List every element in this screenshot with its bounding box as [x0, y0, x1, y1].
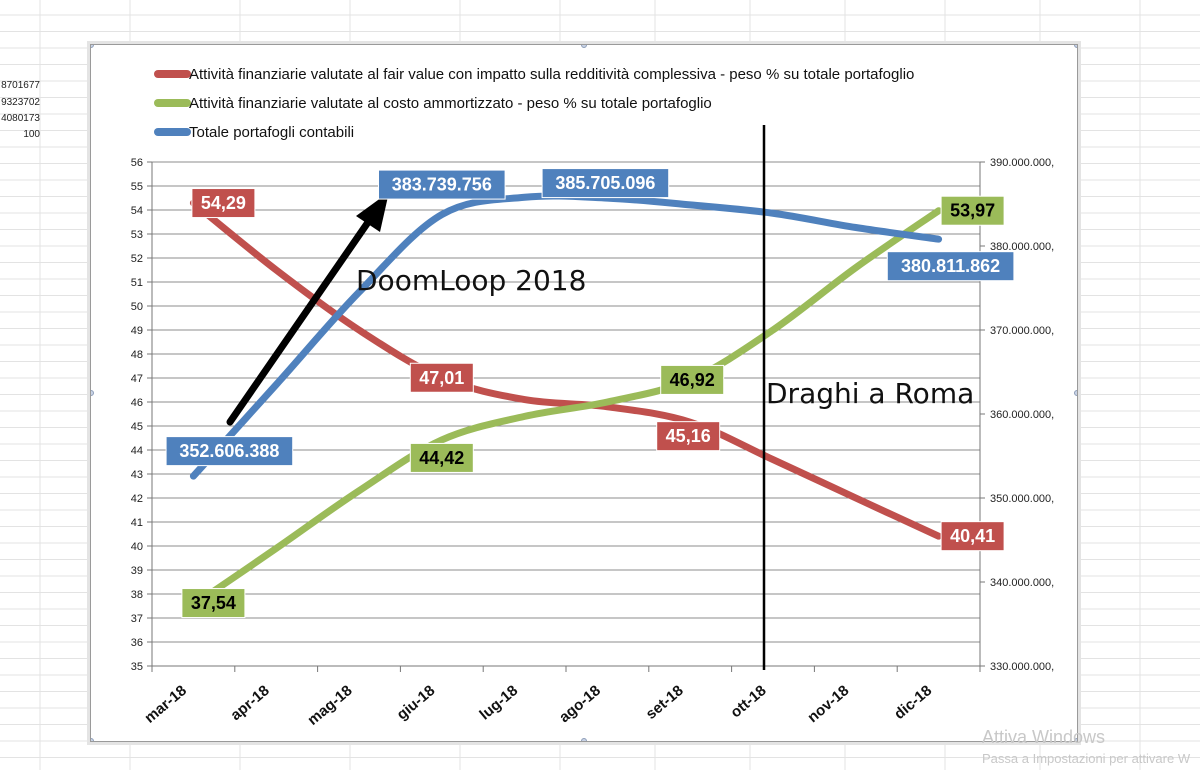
data-label-box — [378, 169, 506, 200]
y-tick-label: 45 — [131, 421, 143, 433]
annotation-doomloop: DoomLoop 2018 — [356, 264, 586, 297]
resize-handle — [91, 390, 94, 396]
annotations: DoomLoop 2018 Draghi a Roma — [226, 125, 974, 670]
data-labels: 54,29 47,01 45,16 40,41 37,54 44,42 46,92 53,97… — [91, 45, 1077, 741]
x-tick-label: ago-18 — [556, 682, 604, 726]
y-tick-label: 39 — [131, 565, 143, 577]
y2-tick-label: 370.000.000, — [990, 325, 1054, 337]
cell-value[interactable]: 100 — [23, 129, 40, 140]
y-tick-label: 41 — [131, 517, 143, 529]
resize-handle — [91, 738, 94, 741]
y-tick-label: 51 — [131, 277, 143, 289]
x-tick-label: apr-18 — [227, 682, 272, 724]
resize-handle — [91, 45, 94, 48]
y-tick-label: 46 — [131, 397, 143, 409]
trend-arrow — [226, 211, 377, 426]
y-tick-label: 43 — [131, 469, 143, 481]
resize-handle — [581, 45, 587, 48]
y-tick-label: 50 — [131, 301, 143, 313]
x-tick-label: ott-18 — [727, 682, 769, 721]
y2-tick-label: 350.000.000, — [990, 493, 1054, 505]
y2-tick-label: 340.000.000, — [990, 577, 1054, 589]
data-label-box — [409, 362, 474, 393]
y-tick-label: 49 — [131, 325, 143, 337]
data-label-box — [191, 188, 256, 219]
y-tick-label: 47 — [131, 373, 143, 385]
data-label: 44,42 — [419, 448, 464, 468]
series-line — [189, 192, 943, 480]
y-tick-label: 37 — [131, 613, 143, 625]
y2-tick-label: 390.000.000, — [990, 157, 1054, 169]
data-label-box — [656, 421, 721, 452]
cell-value[interactable]: 8701677 — [1, 80, 40, 91]
legend-entry: Attività finanziarie valutate al costo a… — [189, 95, 712, 112]
data-label: 383.739.756 — [392, 175, 492, 195]
series-line — [189, 199, 943, 540]
y-tick-label: 35 — [131, 661, 143, 673]
line-chart: 3536373839404142434445464748495051525354… — [91, 45, 1077, 741]
y-tick-label: 40 — [131, 541, 143, 553]
cell-value[interactable]: 4080173 — [1, 113, 40, 124]
x-tick-label: giu-18 — [394, 682, 439, 723]
data-label: 45,16 — [666, 426, 711, 446]
resize-handle — [1074, 738, 1077, 741]
y-tick-label: 44 — [131, 445, 143, 457]
data-label: 53,97 — [950, 201, 995, 221]
y-tick-label: 54 — [131, 205, 143, 217]
data-label-box — [940, 195, 1005, 226]
y2-tick-label: 330.000.000, — [990, 661, 1054, 673]
data-label-box — [940, 521, 1005, 552]
x-tick-label: lug-18 — [476, 682, 521, 723]
data-label-box — [541, 168, 670, 199]
x-tick-label: mar-18 — [141, 682, 190, 727]
chart-object[interactable]: 35 36 37 38 39 40 41 42 43 44 45 46 47 48 49 50 51 52 53 54… — [90, 44, 1078, 742]
cell-value[interactable]: 9323702 — [1, 97, 40, 108]
annotation-draghi: Draghi a Roma — [766, 377, 974, 410]
y-tick-label: 56 — [131, 157, 143, 169]
y-tick-label: 38 — [131, 589, 143, 601]
x-tick-label: dic-18 — [891, 682, 935, 723]
gridlines — [152, 161, 980, 667]
data-label: 40,41 — [950, 526, 995, 546]
data-label-box — [181, 588, 246, 619]
resize-handle — [1074, 45, 1077, 48]
x-tick-label: nov-18 — [804, 682, 852, 726]
y-tick-label: 42 — [131, 493, 143, 505]
y-tick-label: 48 — [131, 349, 143, 361]
resize-handle — [581, 738, 587, 741]
data-label-box — [165, 436, 294, 467]
x-tick-label: set-18 — [643, 682, 687, 723]
y2-tick-label: 360.000.000, — [990, 409, 1054, 421]
legend: Attività finanziarie valutate al fair va… — [154, 66, 914, 141]
data-label-box — [886, 251, 1015, 282]
x-tick-label: mag-18 — [304, 682, 355, 729]
y-tick-label: 53 — [131, 229, 143, 241]
resize-handle — [1074, 390, 1077, 396]
windows-activation-subtitle: Passa a Impostazioni per attivare W — [982, 751, 1191, 766]
data-label: 352.606.388 — [179, 441, 279, 461]
y-tick-label: 52 — [131, 253, 143, 265]
y-tick-label: 36 — [131, 637, 143, 649]
data-label: 47,01 — [419, 368, 464, 388]
legend-entry: Totale portafogli contabili — [189, 124, 354, 141]
windows-activation-watermark: Attiva Windows — [982, 727, 1106, 747]
y2-tick-label: 380.000.000, — [990, 241, 1054, 253]
data-label: 37,54 — [191, 593, 236, 613]
data-label: 54,29 — [201, 193, 246, 213]
data-label: 380.811.862 — [901, 256, 1000, 276]
data-label-box — [409, 442, 474, 473]
y-tick-label: 55 — [131, 181, 143, 193]
data-label-box — [660, 364, 725, 395]
data-label: 385.705.096 — [555, 173, 655, 193]
legend-entry: Attività finanziarie valutate al fair va… — [189, 66, 914, 83]
arrow-head — [356, 192, 389, 232]
series-line — [189, 207, 943, 609]
data-label: 46,92 — [670, 370, 715, 390]
